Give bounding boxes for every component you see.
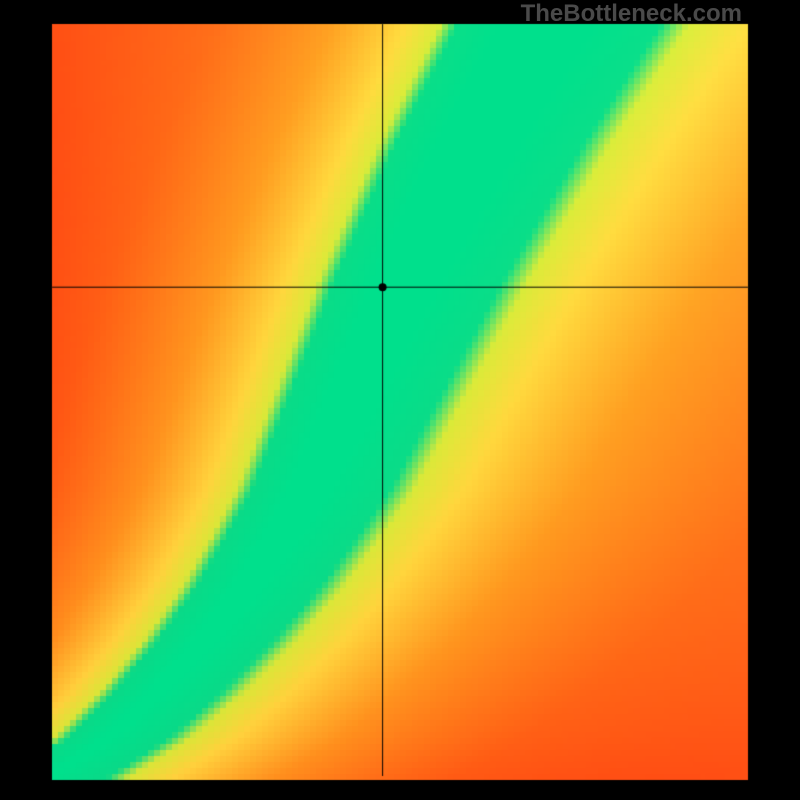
crosshair-overlay — [0, 0, 800, 800]
